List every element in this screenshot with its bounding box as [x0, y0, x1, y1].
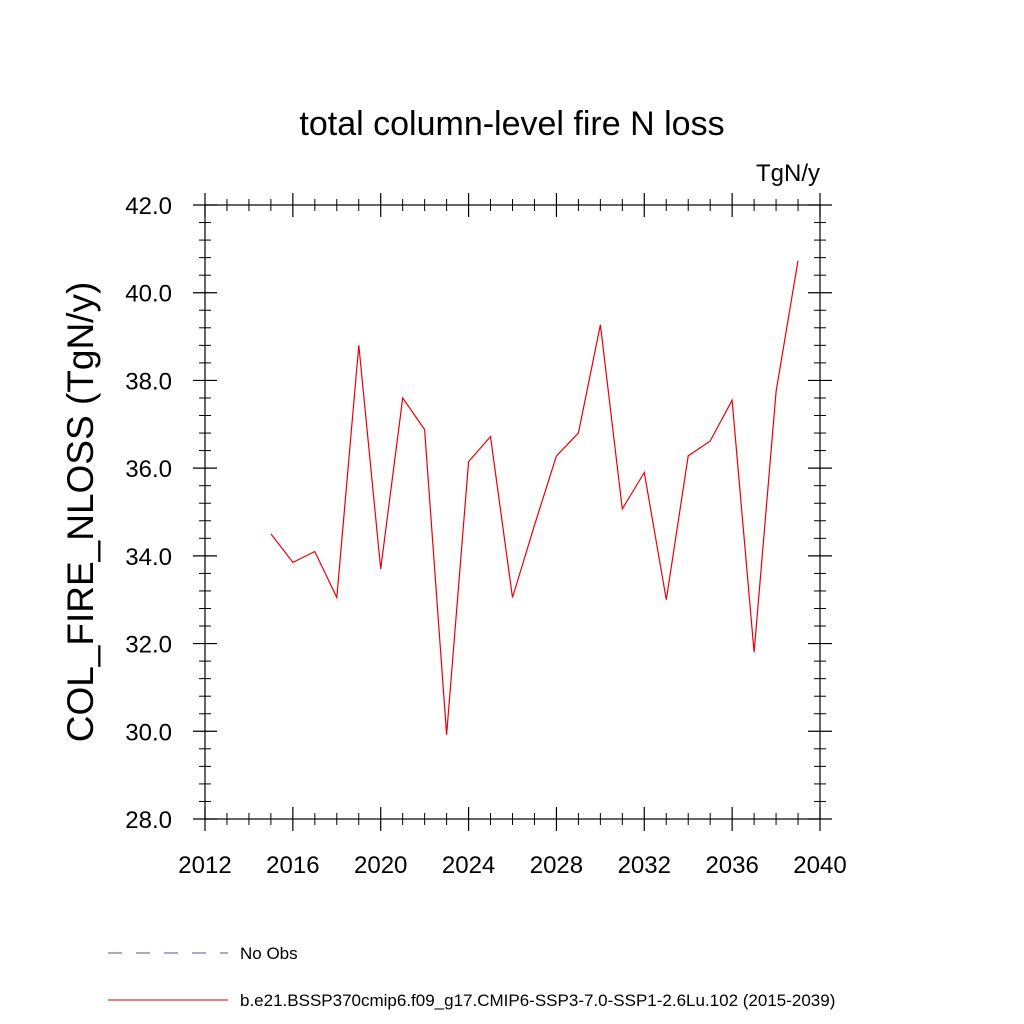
- y-tick-label: 30.0: [125, 719, 172, 746]
- plot-frame: [204, 204, 821, 820]
- legend: No Obs b.e21.BSSP370cmip6.f09_g17.CMIP6-S…: [108, 944, 835, 1010]
- y-tick-label: 36.0: [125, 456, 172, 483]
- y-tick-label: 34.0: [125, 544, 172, 571]
- axis-tick-labels: 2012 2016 2020 2024 2028 2032 2036 2040 28.0 30.0…: [125, 193, 846, 879]
- chart-title: total column-level fire N loss: [299, 105, 724, 143]
- x-tick-label: 2020: [354, 852, 407, 879]
- legend-label: b.e21.BSSP370cmip6.f09_g17.CMIP6-SSP3-7.…: [240, 991, 835, 1010]
- x-tick-label: 2028: [530, 852, 583, 879]
- series-lines: [270, 260, 799, 735]
- series-line: [270, 260, 799, 735]
- x-tick-label: 2016: [266, 852, 319, 879]
- x-tick-label: 2012: [178, 852, 231, 879]
- x-tick-label: 2032: [618, 852, 671, 879]
- y-axis-label: COL_FIRE_NLOSS (TgN/y): [60, 282, 101, 743]
- x-tick-label: 2040: [793, 852, 846, 879]
- axis-ticks: [193, 193, 832, 831]
- y-tick-label: 38.0: [125, 368, 172, 395]
- y-tick-label: 32.0: [125, 632, 172, 659]
- units-label: TgN/y: [756, 160, 820, 187]
- x-tick-label: 2024: [442, 852, 495, 879]
- y-tick-label: 40.0: [125, 281, 172, 308]
- y-tick-label: 42.0: [125, 193, 172, 220]
- y-tick-label: 28.0: [125, 807, 172, 834]
- x-tick-label: 2036: [705, 852, 758, 879]
- legend-label: No Obs: [240, 944, 298, 963]
